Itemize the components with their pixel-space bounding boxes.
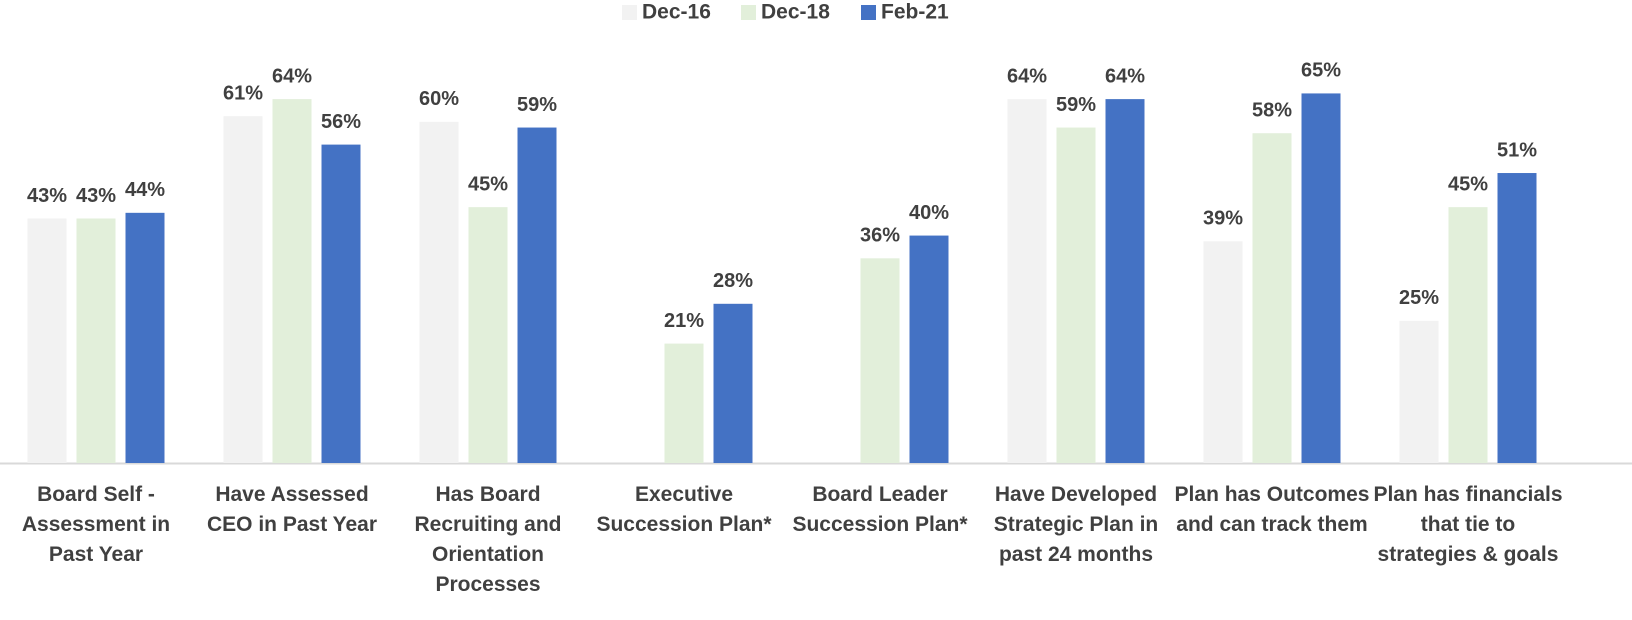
- data-label: 44%: [125, 179, 165, 201]
- bar: [1007, 99, 1047, 463]
- legend-label: Dec-18: [761, 1, 830, 24]
- data-label: 64%: [1105, 65, 1145, 87]
- data-label: 65%: [1301, 60, 1341, 82]
- bar: [517, 127, 557, 464]
- bar: [1301, 93, 1341, 463]
- x-tick-label: Have Developed Strategic Plan in past 24…: [993, 483, 1159, 566]
- legend-swatch: [861, 5, 876, 20]
- legend-label: Dec-16: [642, 1, 711, 24]
- x-tick-label: Has Board Recruiting and Orientation Pro…: [414, 483, 562, 596]
- x-tick-label: Board Self - Assessment in Past Year: [21, 483, 171, 566]
- legend-swatch: [622, 5, 637, 20]
- bar: [1448, 207, 1488, 463]
- data-label: 43%: [27, 185, 67, 207]
- data-label: 45%: [468, 173, 508, 195]
- data-label: 59%: [517, 94, 557, 116]
- x-tick-label: Plan has financials that tie to strategi…: [1373, 483, 1563, 566]
- legend-label: Feb-21: [881, 1, 949, 24]
- data-label: 64%: [1007, 65, 1047, 87]
- data-label: 58%: [1252, 100, 1292, 122]
- bar: [419, 121, 459, 463]
- data-label: 40%: [909, 202, 949, 224]
- data-label: 51%: [1497, 139, 1537, 161]
- bar: [1056, 127, 1096, 464]
- bar: [125, 212, 165, 463]
- data-label: 45%: [1448, 173, 1488, 195]
- bar: [1399, 320, 1439, 463]
- x-tick-label: Have Assessed CEO in Past Year: [206, 483, 378, 536]
- x-tick-label: Executive Succession Plan*: [596, 483, 772, 536]
- bar: [1252, 133, 1292, 463]
- bar: [468, 207, 508, 463]
- data-label: 28%: [713, 270, 753, 292]
- data-label: 56%: [321, 111, 361, 133]
- data-label: 64%: [272, 65, 312, 87]
- bar: [713, 303, 753, 463]
- bar: [321, 144, 361, 463]
- bar: [909, 235, 949, 463]
- data-label: 61%: [223, 82, 263, 104]
- data-label: 25%: [1399, 287, 1439, 309]
- bar: [1203, 241, 1243, 463]
- bar: [664, 343, 704, 463]
- legend-swatch: [741, 5, 756, 20]
- bar: [76, 218, 116, 463]
- bar: [1497, 173, 1537, 463]
- bar: [27, 218, 67, 463]
- data-label: 60%: [419, 88, 459, 110]
- data-label: 59%: [1056, 94, 1096, 116]
- data-label: 21%: [664, 310, 704, 332]
- x-tick-label: Board Leader Succession Plan*: [792, 483, 968, 536]
- bar: [860, 258, 900, 463]
- bar: [223, 116, 263, 464]
- data-label: 43%: [76, 185, 116, 207]
- bar: [1105, 99, 1145, 463]
- bar: [272, 99, 312, 463]
- data-label: 39%: [1203, 208, 1243, 230]
- x-tick-label: Plan has Outcomes and can track them: [1174, 483, 1370, 536]
- data-label: 36%: [860, 225, 900, 247]
